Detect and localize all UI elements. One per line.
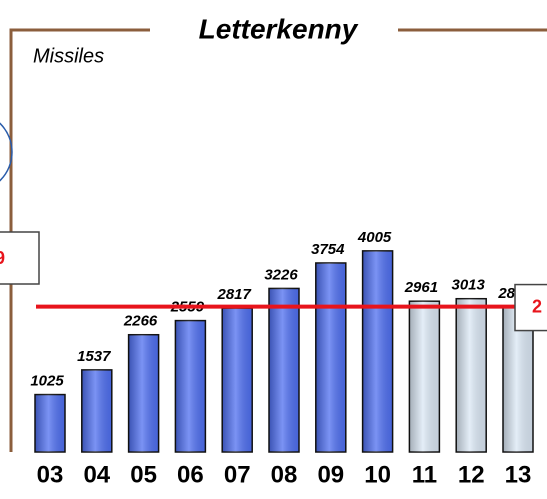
bar bbox=[127, 333, 160, 453]
bar bbox=[268, 287, 300, 453]
value-label: 2961 bbox=[404, 279, 438, 296]
bar bbox=[174, 319, 207, 453]
bar bbox=[315, 262, 347, 453]
bar bbox=[361, 250, 394, 453]
bar bbox=[34, 393, 66, 453]
annotation-box bbox=[514, 283, 547, 332]
value-label: 4005 bbox=[357, 229, 392, 246]
circle-decoration bbox=[0, 122, 13, 182]
x-tick-label: 10 bbox=[364, 461, 391, 488]
x-tick-label: 12 bbox=[458, 461, 485, 488]
x-tick-label: 08 bbox=[271, 461, 298, 488]
annotation-box bbox=[0, 231, 40, 285]
value-label: 3226 bbox=[264, 266, 298, 283]
value-label: 2817 bbox=[217, 286, 252, 303]
chart-title: Letterkenny bbox=[199, 13, 359, 44]
value-label: 3754 bbox=[311, 241, 345, 258]
bar bbox=[221, 307, 253, 453]
x-tick-label: 03 bbox=[37, 461, 64, 488]
x-tick-label: 06 bbox=[177, 461, 204, 488]
value-label: 2266 bbox=[123, 313, 158, 330]
x-tick-label: 11 bbox=[412, 461, 437, 488]
bar bbox=[81, 369, 113, 453]
x-tick-label: 09 bbox=[317, 461, 344, 488]
x-tick-label: 05 bbox=[130, 461, 157, 488]
x-tick-label: 13 bbox=[505, 461, 532, 488]
x-tick-label: 07 bbox=[224, 461, 251, 488]
frame bbox=[9, 28, 547, 452]
x-tick-label: 04 bbox=[83, 461, 110, 488]
subtitle: Missiles bbox=[33, 45, 104, 67]
value-label: 1025 bbox=[30, 373, 64, 390]
annotation: 9 bbox=[0, 248, 5, 268]
annotation: 2 bbox=[532, 296, 542, 316]
bar bbox=[455, 297, 487, 453]
value-label: 1537 bbox=[77, 348, 111, 365]
value-label: 3013 bbox=[452, 277, 486, 294]
bar bbox=[408, 300, 441, 453]
